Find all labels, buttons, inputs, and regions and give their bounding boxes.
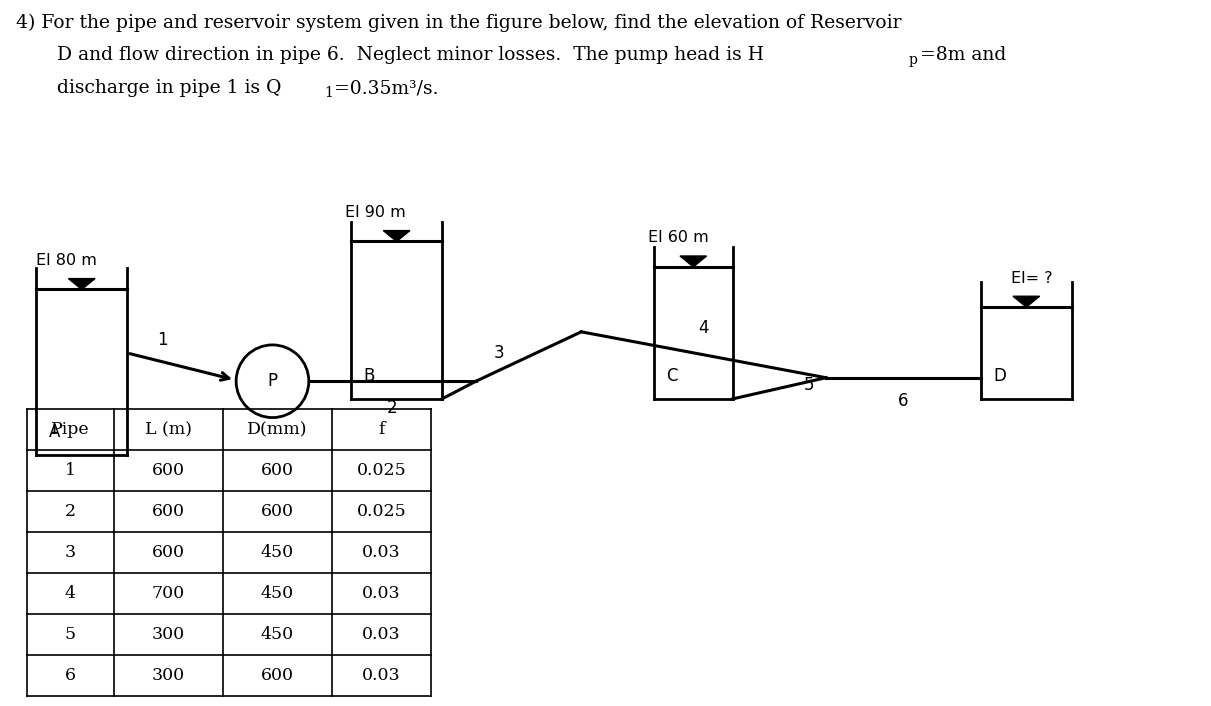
Text: 4: 4 xyxy=(699,319,708,337)
Text: 1: 1 xyxy=(157,331,168,349)
Text: 600: 600 xyxy=(260,503,294,520)
Text: El 60 m: El 60 m xyxy=(648,230,708,246)
Text: P: P xyxy=(268,372,277,390)
Text: 450: 450 xyxy=(260,544,294,561)
Text: 0.03: 0.03 xyxy=(362,626,401,643)
Text: discharge in pipe 1 is Q: discharge in pipe 1 is Q xyxy=(57,79,281,97)
Polygon shape xyxy=(383,231,409,241)
Text: 300: 300 xyxy=(151,667,185,684)
Text: L (m): L (m) xyxy=(145,421,191,438)
Text: Pipe: Pipe xyxy=(51,421,90,438)
Text: 600: 600 xyxy=(260,462,294,479)
Polygon shape xyxy=(1012,297,1039,307)
Text: 6: 6 xyxy=(899,392,908,409)
Text: 600: 600 xyxy=(151,462,185,479)
Text: 5: 5 xyxy=(64,626,76,643)
Text: 2: 2 xyxy=(64,503,76,520)
Text: C: C xyxy=(666,367,677,385)
Text: B: B xyxy=(363,367,374,385)
Text: 3: 3 xyxy=(494,344,505,362)
Text: 450: 450 xyxy=(260,585,294,602)
Text: D and flow direction in pipe 6.  Neglect minor losses.  The pump head is H: D and flow direction in pipe 6. Neglect … xyxy=(57,46,764,64)
Text: El= ?: El= ? xyxy=(1011,270,1052,286)
Text: 1: 1 xyxy=(325,86,333,100)
Text: D(mm): D(mm) xyxy=(247,421,308,438)
Text: D: D xyxy=(993,367,1006,385)
Text: f: f xyxy=(378,421,385,438)
Polygon shape xyxy=(68,279,94,289)
Text: 300: 300 xyxy=(151,626,185,643)
Text: 450: 450 xyxy=(260,626,294,643)
Text: 600: 600 xyxy=(151,544,185,561)
Text: 600: 600 xyxy=(151,503,185,520)
Text: =0.35m³/s.: =0.35m³/s. xyxy=(334,79,438,97)
Text: 5: 5 xyxy=(803,376,814,394)
Polygon shape xyxy=(681,256,707,267)
Text: =8m and: =8m and xyxy=(920,46,1006,64)
Text: 700: 700 xyxy=(151,585,185,602)
Text: 0.025: 0.025 xyxy=(356,503,407,520)
Text: 6: 6 xyxy=(64,667,76,684)
Text: 1: 1 xyxy=(64,462,76,479)
Text: 0.025: 0.025 xyxy=(356,462,407,479)
Text: 2: 2 xyxy=(388,399,397,417)
Text: 0.03: 0.03 xyxy=(362,585,401,602)
Text: 0.03: 0.03 xyxy=(362,667,401,684)
Text: 3: 3 xyxy=(64,544,76,561)
Text: El 80 m: El 80 m xyxy=(36,253,97,268)
Text: A: A xyxy=(48,424,59,441)
Text: 600: 600 xyxy=(260,667,294,684)
Text: 4: 4 xyxy=(64,585,76,602)
Text: 0.03: 0.03 xyxy=(362,544,401,561)
Text: p: p xyxy=(908,53,917,67)
Text: El 90 m: El 90 m xyxy=(345,205,406,220)
Text: 4) For the pipe and reservoir system given in the figure below, find the elevati: 4) For the pipe and reservoir system giv… xyxy=(16,14,901,32)
